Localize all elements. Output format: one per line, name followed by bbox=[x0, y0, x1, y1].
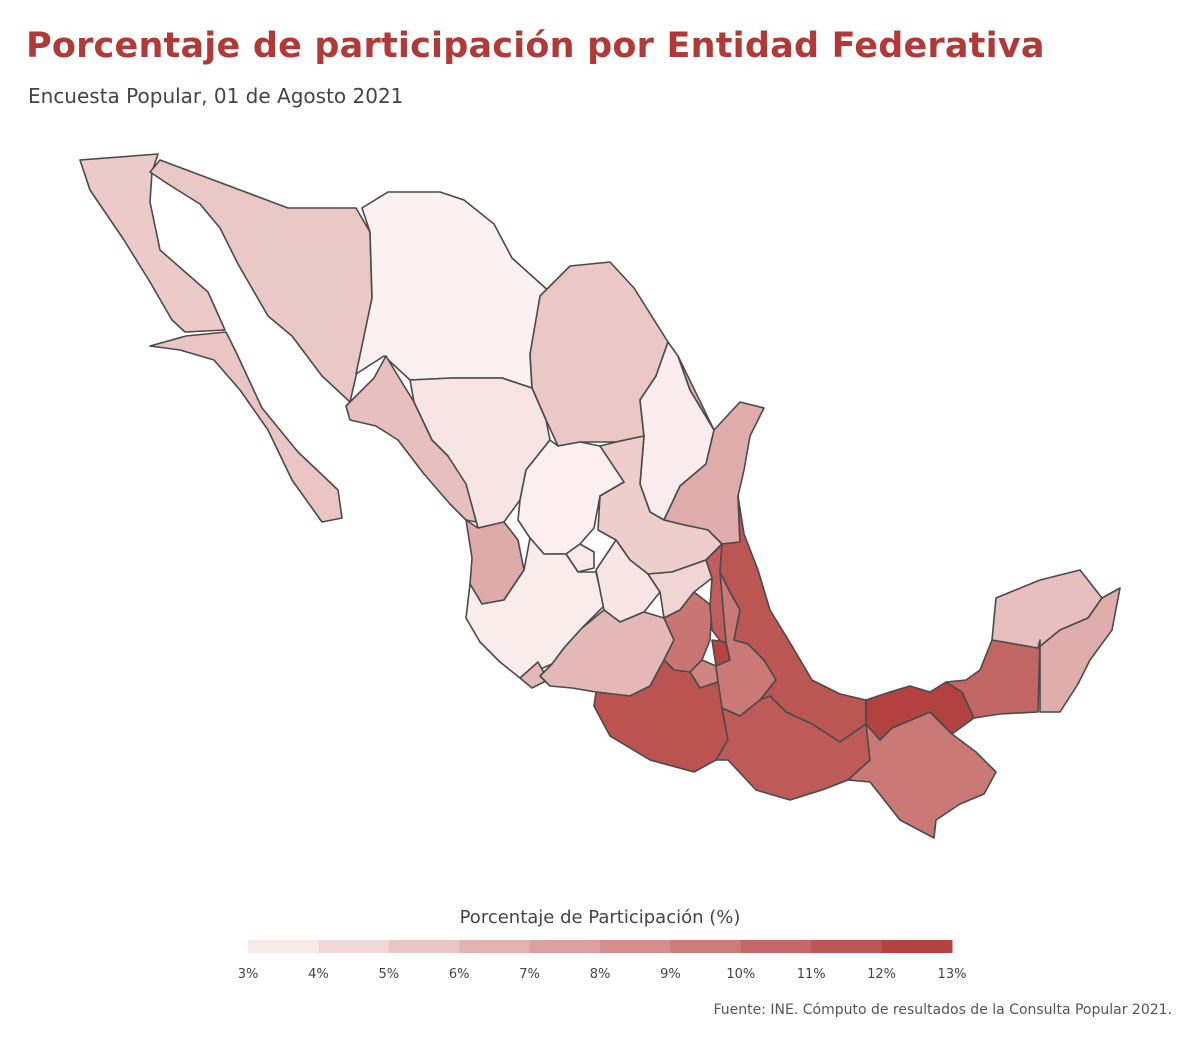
legend-swatch bbox=[529, 940, 601, 953]
legend-tick-label: 11% bbox=[797, 967, 826, 982]
legend-swatch bbox=[459, 940, 531, 953]
legend-swatch bbox=[881, 940, 953, 953]
legend-swatch bbox=[388, 940, 460, 953]
legend-swatch bbox=[248, 940, 319, 953]
legend-tick-label: 9% bbox=[660, 967, 681, 982]
state-baja-california-sur: Baja California Sur bbox=[149, 331, 343, 523]
state-sonora: Sonora bbox=[149, 159, 373, 403]
state-quintana-roo: Quintana Roo bbox=[1037, 587, 1121, 713]
source-note: Fuente: INE. Cómputo de resultados de la… bbox=[713, 1002, 1172, 1018]
legend-title: Porcentaje de Participación (%) bbox=[459, 907, 741, 928]
map-subtitle: Encuesta Popular, 01 de Agosto 2021 bbox=[28, 84, 404, 108]
legend-tick-label: 7% bbox=[519, 967, 540, 982]
state-zacatecas: Zacatecas bbox=[517, 439, 625, 555]
map-title: Porcentaje de participación por Entidad … bbox=[26, 26, 1045, 66]
color-legend: 3% 4% 5% 6% 7% 8% 9% 10% 11% 12% 13% bbox=[238, 940, 967, 982]
legend-tick-label: 10% bbox=[726, 967, 755, 982]
legend-tick-label: 12% bbox=[867, 967, 896, 982]
state-chiapas: Chiapas bbox=[847, 711, 997, 839]
legend-swatch bbox=[670, 940, 742, 953]
legend-tick-label: 4% bbox=[308, 967, 329, 982]
legend-tick-label: 3% bbox=[238, 967, 259, 982]
legend-swatch bbox=[600, 940, 671, 953]
legend-tick-label: 13% bbox=[938, 967, 967, 982]
legend-tick-label: 5% bbox=[378, 967, 399, 982]
legend-swatch bbox=[740, 940, 812, 953]
legend-swatch bbox=[318, 940, 390, 953]
legend-swatch bbox=[811, 940, 883, 953]
legend-tick-label: 6% bbox=[449, 967, 470, 982]
legend-tick-label: 8% bbox=[590, 967, 611, 982]
state-guerrero: Guerrero bbox=[593, 659, 729, 773]
choropleth-map: Baja CaliforniaBaja California SurSonora… bbox=[79, 153, 1121, 839]
